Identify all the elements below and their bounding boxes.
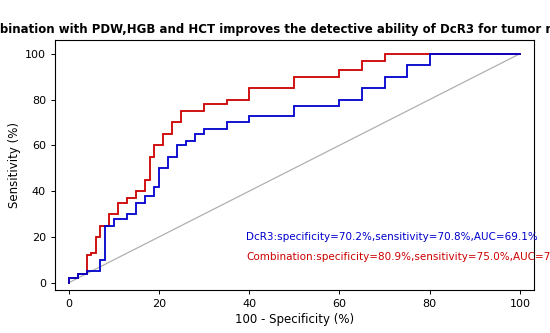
Text: Combination:specificity=80.9%,sensitivity=75.0%,AUC=79.0%: Combination:specificity=80.9%,sensitivit… — [246, 252, 550, 262]
X-axis label: 100 - Specificity (%): 100 - Specificity (%) — [235, 313, 354, 326]
Text: DcR3:specificity=70.2%,sensitivity=70.8%,AUC=69.1%: DcR3:specificity=70.2%,sensitivity=70.8%… — [246, 232, 538, 242]
Title: Combination with PDW,HGB and HCT improves the detective ability of DcR3 for tumo: Combination with PDW,HGB and HCT improve… — [0, 23, 550, 36]
Y-axis label: Sensitivity (%): Sensitivity (%) — [8, 122, 21, 208]
